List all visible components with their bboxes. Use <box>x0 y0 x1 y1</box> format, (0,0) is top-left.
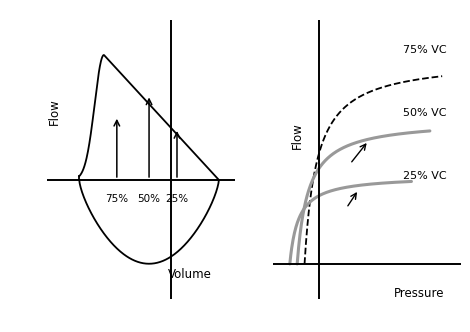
Text: Flow: Flow <box>290 123 304 149</box>
Text: 50% VC: 50% VC <box>403 108 446 118</box>
Text: 75%: 75% <box>105 194 128 204</box>
Text: 75% VC: 75% VC <box>403 45 446 55</box>
Text: Volume: Volume <box>168 268 212 281</box>
Text: 25% VC: 25% VC <box>403 171 446 181</box>
Text: 50%: 50% <box>138 194 161 204</box>
Text: Flow: Flow <box>48 98 61 125</box>
Text: 25%: 25% <box>165 194 188 204</box>
Text: Pressure: Pressure <box>394 287 445 300</box>
